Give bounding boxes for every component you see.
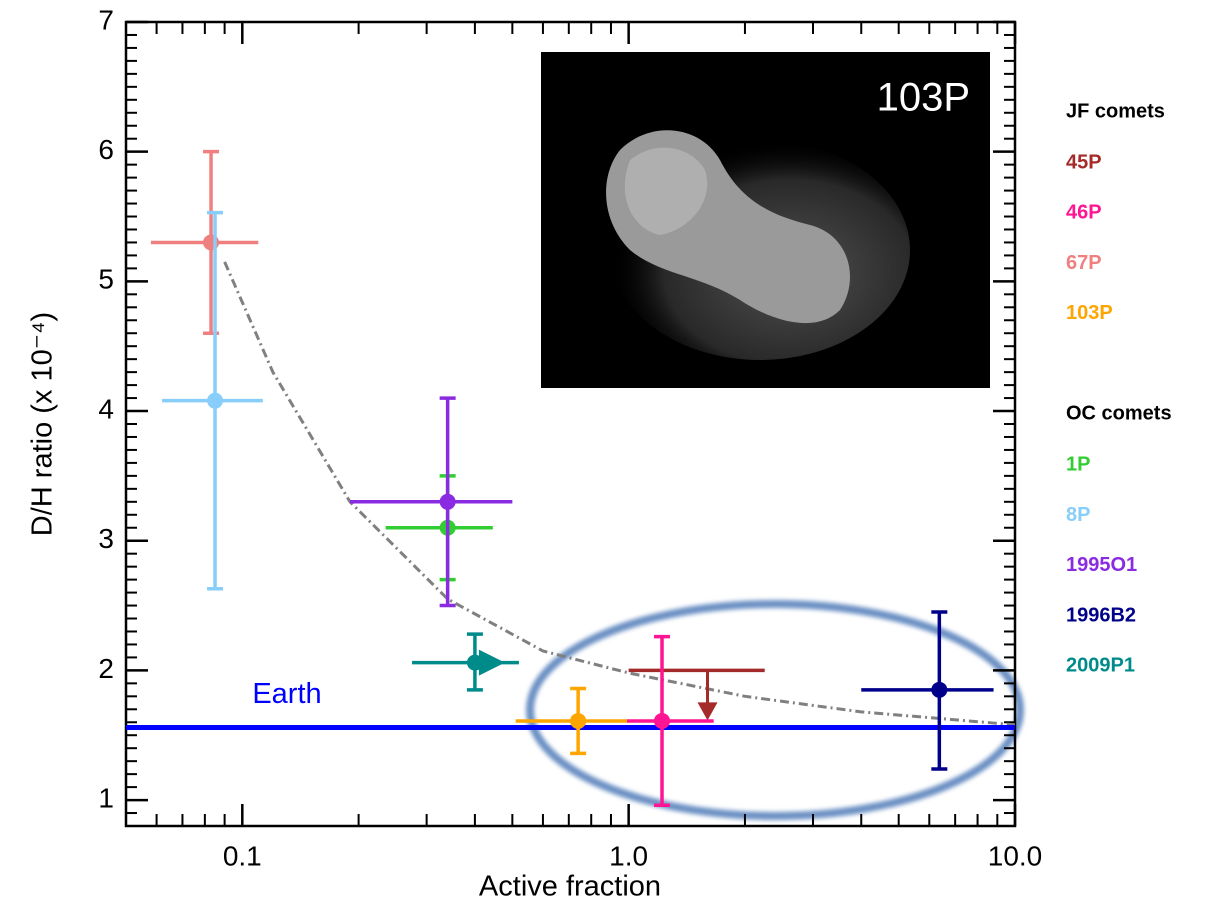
y-tick-label: 3 <box>98 523 114 554</box>
y-tick-label: 7 <box>98 4 114 35</box>
point <box>654 713 670 729</box>
y-tick-label: 5 <box>98 264 114 295</box>
point <box>440 494 456 510</box>
x-tick-label: 0.1 <box>223 840 262 871</box>
page: {"chart_data": { "type": "scatter", "x_l… <box>0 0 1221 910</box>
legend-entry: 67P <box>1066 252 1102 274</box>
legend-entry: 1996B2 <box>1066 604 1136 626</box>
x-tick-label: 1.0 <box>609 840 648 871</box>
point <box>207 393 223 409</box>
y-tick-label: 1 <box>98 782 114 813</box>
legend-entry: 45P <box>1066 151 1102 173</box>
y-tick-label: 4 <box>98 393 114 424</box>
legend-entry: 46P <box>1066 202 1102 224</box>
x-tick-label: 10.0 <box>988 840 1043 871</box>
reference-label: Earth <box>252 678 321 710</box>
legend-entry: 103P <box>1066 302 1113 324</box>
y-axis-title: D/H ratio (x 10⁻⁴) <box>27 312 59 536</box>
point <box>570 713 586 729</box>
legend-entry: 1P <box>1066 453 1090 475</box>
legend-entry: 2009P1 <box>1066 655 1135 677</box>
legend-title: JF comets <box>1066 100 1165 122</box>
chart: 103P Active fraction D/H ratio (x 10⁻⁴) … <box>0 0 1221 910</box>
legend-entry: 8P <box>1066 504 1090 526</box>
y-tick-label: 6 <box>98 134 114 165</box>
point <box>931 682 947 698</box>
legend-entry: 1995O1 <box>1066 554 1137 576</box>
inset-image: 103P <box>541 52 990 388</box>
inset-label: 103P <box>877 76 970 120</box>
x-axis-title: Active fraction <box>479 871 661 903</box>
legend-title: OC comets <box>1066 402 1172 424</box>
y-tick-label: 2 <box>98 653 114 684</box>
